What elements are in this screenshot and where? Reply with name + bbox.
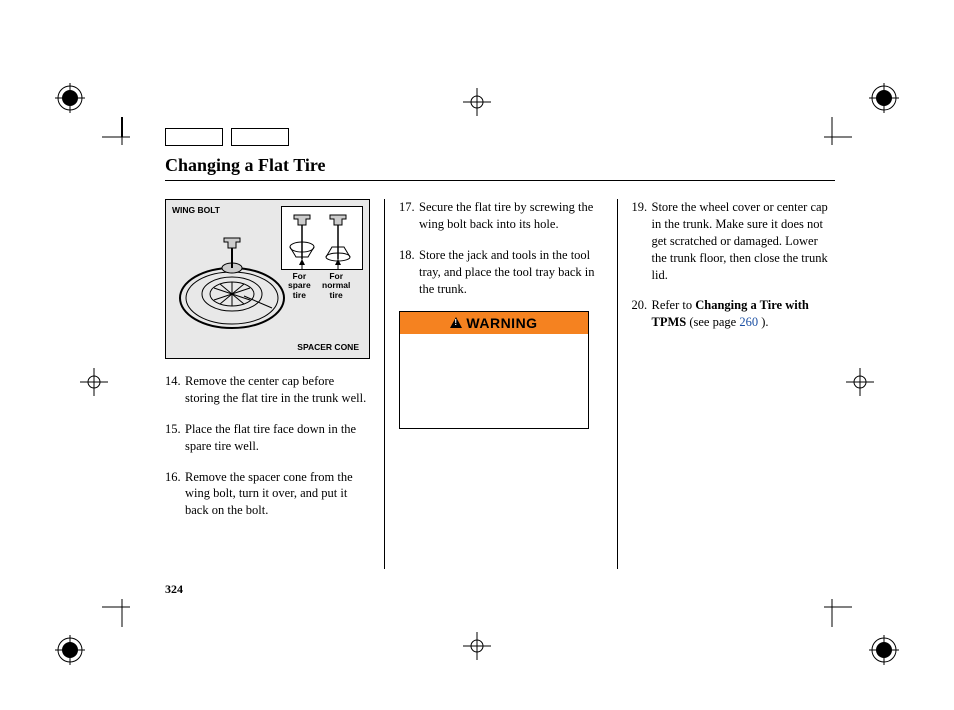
step-20: 20. Refer to Changing a Tire with TPMS (…: [632, 297, 836, 331]
registration-mark-br: [869, 635, 899, 665]
registration-mark-bc: [463, 632, 491, 660]
step-19: 19. Store the wheel cover or center cap …: [632, 199, 836, 283]
page-number: 324: [165, 582, 183, 597]
step-number: 15.: [165, 421, 185, 455]
step-number: 16.: [165, 469, 185, 520]
step-text: Store the jack and tools in the tool tra…: [419, 247, 603, 298]
crop-corner-br: [824, 599, 852, 632]
step-20-mid: (see page: [686, 315, 739, 329]
page-title: Changing a Flat Tire: [165, 155, 835, 176]
tire-drawing: [172, 228, 292, 348]
header-boxes: [165, 128, 289, 146]
diagram-label-for-spare: For spare tire: [288, 272, 311, 300]
registration-mark-mr: [846, 368, 874, 396]
step-16: 16. Remove the spacer cone from the wing…: [165, 469, 370, 520]
warning-triangle-icon: [450, 317, 462, 328]
registration-mark-ml: [80, 368, 108, 396]
step-number: 14.: [165, 373, 185, 407]
step-text: Remove the spacer cone from the wing bol…: [185, 469, 370, 520]
warning-box: WARNING: [399, 311, 589, 429]
crop-corner-bl: [102, 599, 130, 632]
diagram-label-wing-bolt: WING BOLT: [172, 206, 220, 215]
column-2: 17. Secure the flat tire by screwing the…: [384, 199, 617, 569]
diagram-label-spacer-cone: SPACER CONE: [297, 343, 359, 352]
step-15: 15. Place the flat tire face down in the…: [165, 421, 370, 455]
step-number: 17.: [399, 199, 419, 233]
step-text: Refer to Changing a Tire with TPMS (see …: [652, 297, 836, 331]
title-row: Changing a Flat Tire: [165, 155, 835, 181]
crop-corner-tl: [102, 117, 130, 150]
tire-diagram: WING BOLT SPACER CONE: [165, 199, 370, 359]
header-box-2: [231, 128, 289, 146]
column-1: WING BOLT SPACER CONE: [165, 199, 384, 569]
registration-mark-tc: [463, 88, 491, 116]
page: Changing a Flat Tire WING BOLT SPACER CO…: [0, 0, 954, 710]
columns: WING BOLT SPACER CONE: [165, 199, 835, 569]
registration-mark-tr: [869, 83, 899, 113]
warning-header: WARNING: [400, 312, 588, 334]
step-number: 18.: [399, 247, 419, 298]
step-number: 20.: [632, 297, 652, 331]
step-number: 19.: [632, 199, 652, 283]
column-3: 19. Store the wheel cover or center cap …: [617, 199, 836, 569]
step-20-suffix: ).: [758, 315, 768, 329]
content-area: Changing a Flat Tire WING BOLT SPACER CO…: [165, 155, 835, 569]
step-text: Store the wheel cover or center cap in t…: [652, 199, 836, 283]
diagram-label-for-normal: For normal tire: [322, 272, 350, 300]
step-text: Place the flat tire face down in the spa…: [185, 421, 370, 455]
crop-corner-tr: [824, 117, 852, 150]
step-14: 14. Remove the center cap before storing…: [165, 373, 370, 407]
header-box-1: [165, 128, 223, 146]
registration-mark-bl: [55, 635, 85, 665]
step-text: Remove the center cap before storing the…: [185, 373, 370, 407]
step-18: 18. Store the jack and tools in the tool…: [399, 247, 603, 298]
step-text: Secure the flat tire by screwing the win…: [419, 199, 603, 233]
diagram-inset: [281, 206, 363, 270]
step-17: 17. Secure the flat tire by screwing the…: [399, 199, 603, 233]
step-20-prefix: Refer to: [652, 298, 696, 312]
warning-label: WARNING: [466, 314, 537, 333]
page-link[interactable]: 260: [739, 315, 758, 329]
registration-mark-tl: [55, 83, 85, 113]
